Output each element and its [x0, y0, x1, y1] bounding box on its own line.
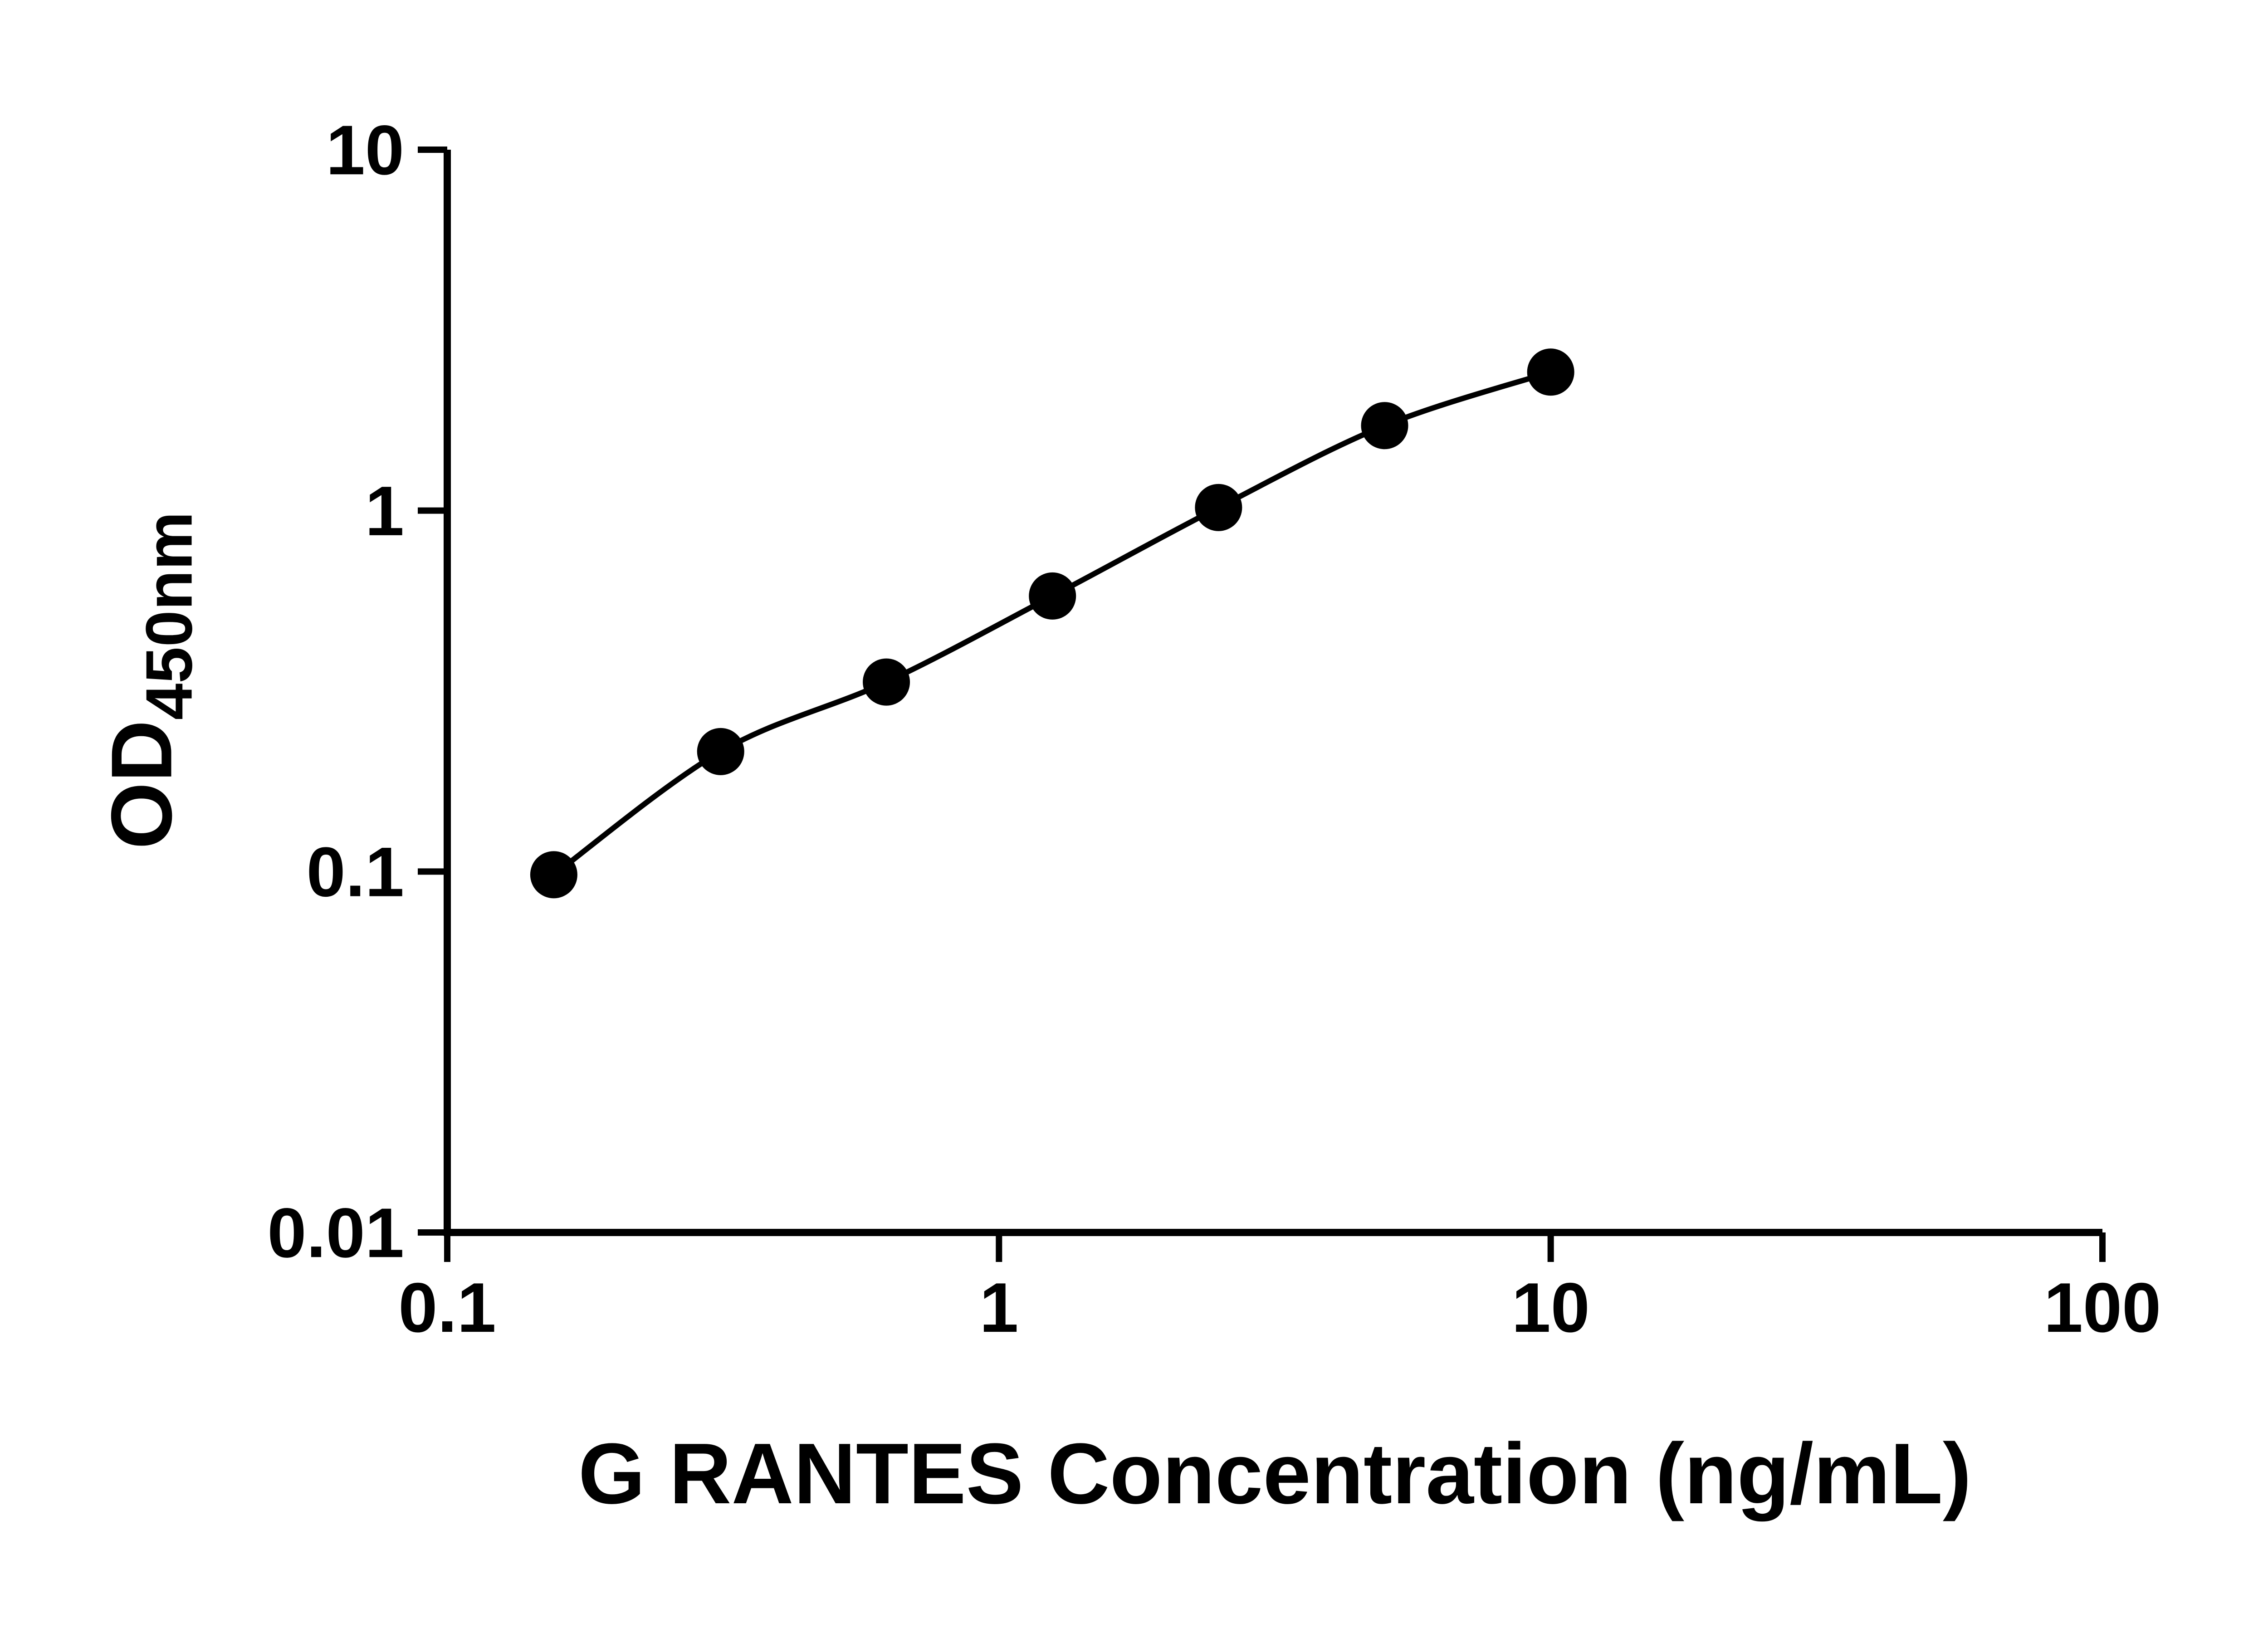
x-tick-label: 100: [2044, 1268, 2161, 1347]
fit-curve: [552, 369, 1552, 877]
y-axis-title: OD450nm: [93, 512, 207, 849]
x-tick-label: 10: [1511, 1268, 1589, 1347]
data-point: [1361, 402, 1408, 450]
data-point: [863, 658, 910, 706]
x-axis-title: G RANTES Concentration (ng/mL): [578, 1426, 1972, 1522]
data-point: [1195, 484, 1242, 531]
y-tick-label: 0.01: [267, 1193, 404, 1272]
y-tick-label: 1: [365, 472, 404, 550]
y-axis-title-subscript: 450nm: [132, 511, 206, 720]
y-tick-label: 10: [326, 111, 404, 189]
y-tick-label: 0.1: [307, 833, 404, 911]
data-point: [530, 851, 577, 899]
x-tick-label: 1: [979, 1268, 1018, 1347]
data-point: [1527, 348, 1574, 396]
y-axis-title-main: OD: [93, 720, 190, 850]
x-tick-label: 0.1: [398, 1268, 496, 1347]
data-point: [1029, 572, 1076, 620]
data-point: [697, 728, 744, 775]
